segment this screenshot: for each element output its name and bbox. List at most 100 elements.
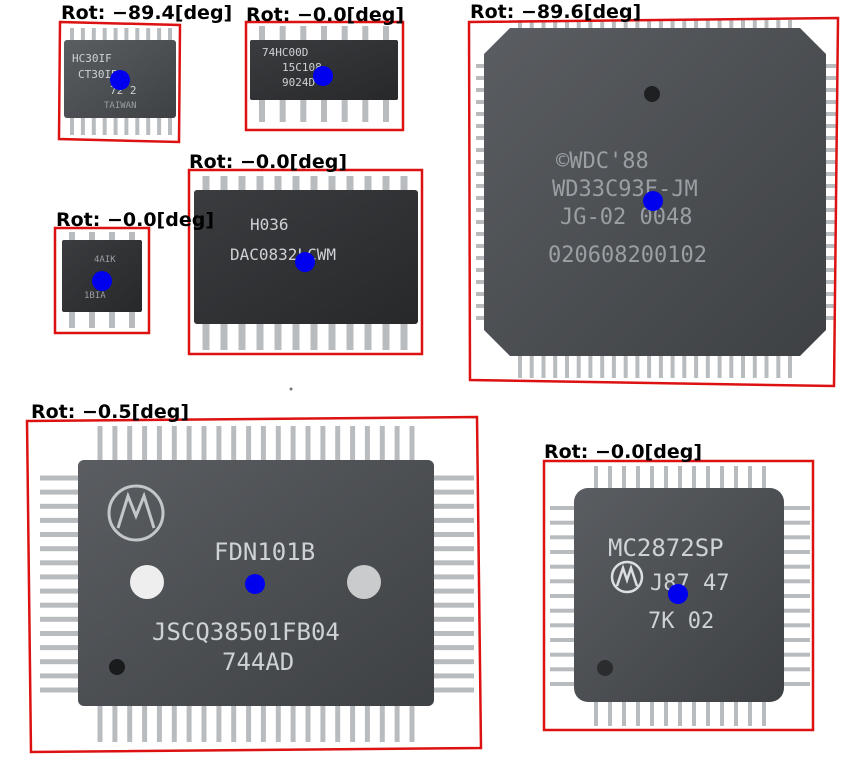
- chip-lead: [650, 466, 654, 490]
- chip-lead: [434, 489, 474, 495]
- chip-lead: [476, 184, 486, 188]
- chip-lead: [394, 426, 400, 462]
- chip-lead: [434, 475, 474, 481]
- chip-lead: [784, 652, 810, 657]
- chip-3-marking-3: JG-02 0048: [560, 205, 692, 230]
- chip-lead: [70, 28, 74, 41]
- chip-lead: [40, 489, 80, 495]
- chip-lead: [748, 702, 752, 726]
- chip-6-center-dot: [245, 574, 265, 594]
- chip-7-bbox: [542, 459, 815, 732]
- chip-lead: [826, 124, 836, 128]
- chip-lead: [364, 324, 372, 350]
- chip-lead: [826, 292, 836, 296]
- chip-lead: [826, 184, 836, 188]
- chip-1-pins: [70, 28, 172, 135]
- chip-5-marking-1: 4AIK: [94, 255, 116, 265]
- chip-lead: [40, 574, 80, 580]
- chip-lead: [476, 124, 486, 128]
- chip-2-marking-2: 15C108: [282, 61, 322, 74]
- chip-lead: [40, 645, 80, 651]
- chip-lead: [80, 28, 85, 41]
- chip-lead: [476, 292, 486, 296]
- chip-lead: [764, 20, 769, 30]
- chip-lead: [168, 28, 172, 41]
- chip-lead: [706, 702, 710, 726]
- chip-lead: [171, 706, 177, 742]
- chip-lead: [434, 673, 474, 679]
- chip-lead: [611, 356, 616, 378]
- chip-lead: [636, 466, 640, 490]
- chip-lead: [216, 426, 222, 462]
- chip-lead: [476, 196, 486, 200]
- chip-lead: [40, 687, 80, 693]
- chip-lead: [157, 28, 162, 41]
- chip-1-marking-4: TAIWAN: [104, 101, 137, 111]
- chip-lead: [600, 20, 605, 30]
- chip-lead: [113, 28, 118, 41]
- chip-lead: [146, 28, 151, 41]
- chip-lead: [476, 136, 486, 140]
- chip-lead: [476, 208, 486, 212]
- chip-lead: [279, 100, 286, 122]
- chip-lead: [434, 574, 474, 580]
- chip-lead: [364, 176, 372, 192]
- chip-lead: [553, 20, 558, 30]
- chip-lead: [550, 608, 576, 613]
- chip-lead: [550, 623, 576, 628]
- chip-1-bbox: [57, 20, 182, 144]
- chip-3-marking-4: 020608200102: [548, 243, 707, 268]
- chip-lead: [623, 20, 628, 30]
- chip-2-marking-3: 9024D: [282, 76, 315, 89]
- chip-lead: [476, 100, 486, 104]
- chip-lead: [300, 100, 307, 122]
- chip-lead: [664, 702, 668, 726]
- chip-lead: [784, 564, 810, 569]
- chip-lead: [658, 356, 663, 378]
- chip-2-pins: [259, 26, 389, 122]
- chip-lead: [476, 316, 486, 320]
- chip-lead: [305, 426, 311, 462]
- chip-lead: [300, 26, 307, 41]
- chip-lead: [409, 706, 415, 742]
- chip-lead: [40, 503, 80, 509]
- chip-lead: [550, 667, 576, 672]
- chip-6-mold-mark-right: [347, 565, 381, 599]
- chip-lead: [202, 324, 210, 350]
- chip-6-marking-2: JSCQ38501FB04: [152, 618, 340, 646]
- chip-lead: [112, 706, 118, 742]
- chip-7-marking-3: 7K 02: [648, 609, 714, 634]
- chip-lead: [320, 706, 326, 742]
- chip-lead: [129, 232, 135, 242]
- chip-lead: [476, 232, 486, 236]
- chip-7-center-dot: [668, 584, 688, 604]
- chip-lead: [550, 638, 576, 642]
- chip-lead: [776, 20, 781, 30]
- chip-lead: [611, 20, 616, 30]
- chip-lead: [259, 100, 265, 122]
- chip-lead: [705, 20, 710, 30]
- chip-lead: [826, 100, 836, 104]
- chip-lead: [600, 356, 605, 378]
- chip-3-marking-1: ©WDC'88: [556, 149, 649, 174]
- chip-lead: [434, 659, 474, 665]
- chip-lead: [290, 426, 296, 462]
- chip-lead: [260, 706, 266, 742]
- chip-lead: [40, 616, 80, 622]
- chip-lead: [135, 118, 140, 135]
- detection-centers: [92, 66, 688, 604]
- chip-7-marking-2: J87 47: [650, 571, 729, 596]
- chip-lead: [400, 176, 408, 192]
- chip-lead: [113, 118, 118, 135]
- chip-lead: [529, 20, 534, 30]
- chip-4-marking-2: DAC0832LCWM: [230, 245, 336, 264]
- chip-1-marking-1: HC30IF: [72, 52, 112, 65]
- chip-lead: [40, 532, 80, 537]
- chip-lead: [788, 20, 792, 30]
- chip-lead: [826, 220, 836, 224]
- chip-5-center-dot: [92, 271, 112, 291]
- chip-lead: [238, 176, 246, 192]
- chip-3-center-dot: [643, 191, 663, 211]
- chip-4-bbox: [187, 168, 424, 356]
- chip-lead: [400, 324, 408, 350]
